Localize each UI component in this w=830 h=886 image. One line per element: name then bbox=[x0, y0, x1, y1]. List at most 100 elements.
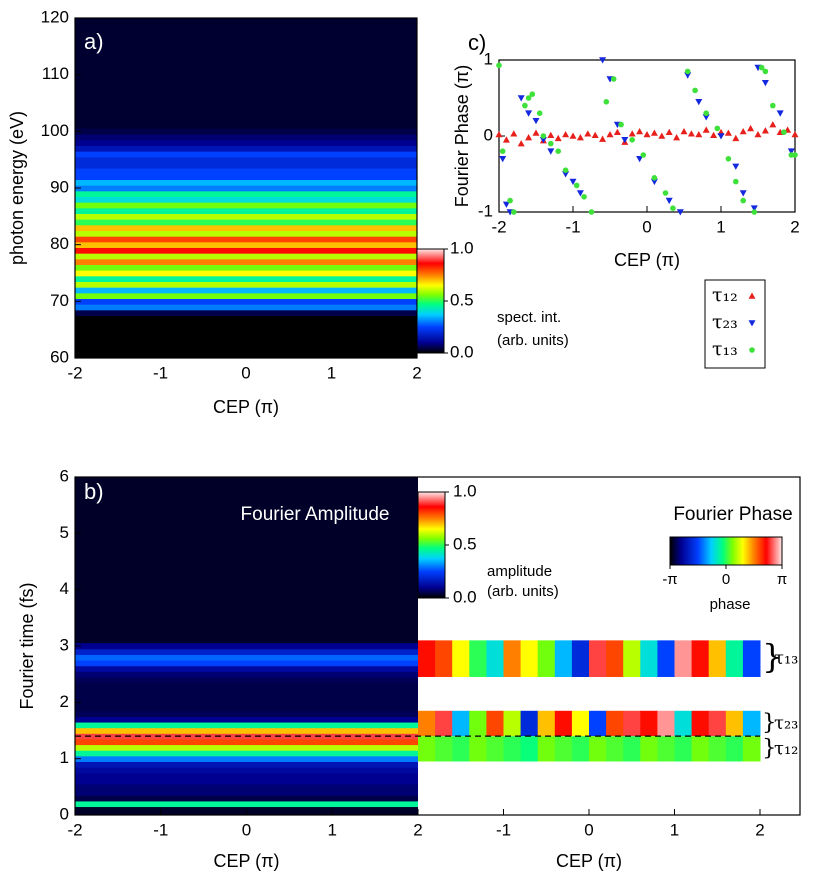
phase-cell bbox=[589, 710, 607, 737]
heat-row bbox=[75, 778, 418, 785]
phase-cell bbox=[452, 640, 470, 677]
x-tick-label: 1 bbox=[716, 217, 725, 236]
phase-cell bbox=[674, 736, 693, 762]
heat-row bbox=[75, 710, 418, 717]
heat-row bbox=[75, 705, 418, 712]
panel-label: a) bbox=[84, 29, 104, 54]
phase-cell bbox=[469, 710, 487, 737]
scatter-point bbox=[547, 131, 555, 139]
scatter-point bbox=[584, 130, 592, 137]
y-tick-label: 90 bbox=[50, 177, 69, 196]
heat-row bbox=[75, 761, 418, 768]
y-tick-label: 110 bbox=[42, 64, 69, 83]
heat-row bbox=[75, 716, 418, 723]
phase-cell bbox=[537, 736, 556, 762]
heat-row bbox=[75, 755, 418, 762]
colorbar-label: (arb. units) bbox=[497, 332, 569, 349]
heat-row bbox=[75, 190, 417, 197]
colorbar-tick-label: 0 bbox=[722, 571, 730, 588]
x-tick-label: 0 bbox=[642, 217, 651, 236]
scatter-point bbox=[636, 127, 644, 135]
heat-row bbox=[75, 202, 417, 209]
phase-cell bbox=[657, 736, 675, 762]
x-tick-label: 2 bbox=[413, 820, 422, 839]
scatter-point bbox=[629, 137, 635, 143]
scatter-point bbox=[733, 178, 739, 185]
heat-row bbox=[75, 162, 417, 169]
colorbar-tick-label: 1.0 bbox=[450, 238, 474, 257]
phase-cell bbox=[606, 640, 624, 677]
y-tick-label: 60 bbox=[50, 347, 69, 366]
scatter-point bbox=[588, 209, 595, 215]
phase-cell bbox=[708, 710, 727, 737]
phase-cell bbox=[520, 736, 539, 762]
x-axis-label: CEP (π) bbox=[614, 250, 680, 270]
y-tick-label: 6 bbox=[60, 466, 69, 485]
phase-cell bbox=[469, 640, 487, 677]
scatter-point bbox=[692, 87, 698, 94]
scatter-point bbox=[703, 110, 709, 116]
legend-marker bbox=[749, 347, 755, 353]
heat-row bbox=[75, 151, 417, 158]
phase-cell bbox=[503, 736, 522, 762]
heat-row bbox=[75, 236, 417, 243]
scatter-point bbox=[732, 163, 740, 170]
strip-label: τ₁₂ bbox=[774, 738, 798, 759]
scatter-point bbox=[695, 130, 703, 138]
scatter-point bbox=[658, 132, 666, 139]
scatter-point bbox=[680, 127, 688, 135]
phase-cell bbox=[640, 710, 658, 737]
scatter-point bbox=[717, 133, 725, 140]
heat-row bbox=[75, 213, 417, 220]
scatter-point bbox=[591, 131, 599, 139]
scatter-point bbox=[581, 194, 587, 200]
heat-row bbox=[75, 253, 417, 260]
y-tick-label: 120 bbox=[41, 7, 69, 26]
y-tick-label: 1 bbox=[484, 49, 493, 68]
phase-cell bbox=[691, 710, 710, 737]
phase-cell bbox=[486, 710, 504, 737]
scatter-point bbox=[687, 130, 695, 137]
scatter-point bbox=[547, 148, 555, 155]
scatter-point bbox=[613, 128, 621, 135]
scatter-point bbox=[673, 134, 681, 141]
scatter-point bbox=[640, 152, 647, 158]
colorbar-tick-label: 1.0 bbox=[453, 481, 477, 500]
legend-label: τ₂₃ bbox=[712, 311, 738, 333]
y-axis-label: Fourier Phase (π) bbox=[452, 65, 472, 207]
scatter-point bbox=[525, 95, 532, 101]
scatter-point bbox=[499, 156, 507, 163]
phase-cell bbox=[571, 736, 590, 762]
strip-label: τ₂₃ bbox=[774, 712, 798, 733]
heat-row bbox=[75, 738, 418, 746]
heat-row bbox=[75, 185, 417, 192]
scatter-point bbox=[792, 152, 798, 158]
heat-row bbox=[75, 744, 418, 751]
scatter-point bbox=[787, 148, 795, 155]
heat-row bbox=[75, 247, 417, 254]
heat-row bbox=[75, 168, 417, 175]
phase-cell bbox=[537, 710, 556, 737]
scatter-point bbox=[725, 156, 732, 162]
heat-row bbox=[75, 196, 417, 203]
x-tick-label: 1 bbox=[327, 363, 336, 382]
heat-row bbox=[75, 270, 417, 277]
scatter-point bbox=[610, 76, 617, 82]
scatter-point bbox=[576, 134, 584, 141]
legend-marker bbox=[748, 292, 756, 299]
phase-cell bbox=[418, 640, 436, 677]
scatter-point bbox=[599, 57, 607, 64]
heat-row bbox=[75, 298, 417, 305]
phase-cell bbox=[520, 640, 539, 677]
scatter-point bbox=[569, 132, 577, 139]
scatter-point bbox=[562, 130, 570, 138]
legend-label: τ₁₃ bbox=[712, 338, 738, 360]
phase-cell bbox=[589, 640, 607, 677]
colorbar-label: spect. int. bbox=[497, 309, 561, 326]
scatter-point bbox=[517, 95, 525, 102]
heat-row bbox=[75, 230, 417, 237]
scatter-point bbox=[702, 126, 710, 133]
scatter-point bbox=[536, 110, 543, 116]
phase-cell bbox=[554, 736, 573, 762]
